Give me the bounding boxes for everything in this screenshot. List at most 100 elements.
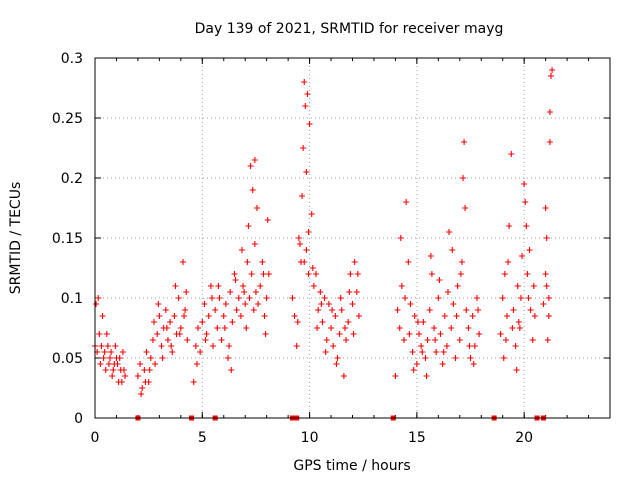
data-point	[546, 109, 553, 115]
data-point	[423, 373, 430, 379]
x-tick-labels: 0 5 10 15 20	[91, 430, 534, 446]
data-point	[338, 307, 345, 313]
data-point	[405, 259, 412, 265]
data-point	[118, 379, 125, 385]
data-point	[510, 307, 517, 313]
data-point	[515, 319, 522, 325]
data-point	[340, 373, 347, 379]
data-point	[319, 319, 326, 325]
data-point	[251, 157, 258, 163]
data-point	[443, 343, 450, 349]
data-point	[545, 313, 552, 319]
y-tick-label: 0.2	[61, 171, 83, 187]
data-point	[110, 367, 117, 373]
data-point	[418, 343, 425, 349]
data-point	[341, 325, 348, 331]
data-point	[244, 259, 251, 265]
data-point	[333, 361, 340, 367]
data-point	[263, 295, 270, 301]
data-point	[134, 373, 141, 379]
data-point	[103, 331, 110, 337]
data-point	[308, 211, 315, 217]
data-point	[526, 247, 533, 253]
data-point	[99, 313, 106, 319]
data-point	[260, 271, 267, 277]
axis-ticks	[94, 57, 611, 419]
data-point	[406, 331, 413, 337]
data-point	[176, 331, 183, 337]
data-point	[545, 295, 552, 301]
data-point	[509, 325, 516, 331]
data-point	[549, 67, 556, 73]
data-point	[247, 163, 254, 169]
data-point	[252, 289, 259, 295]
data-point	[309, 265, 316, 271]
data-point	[192, 343, 199, 349]
data-point	[169, 349, 176, 355]
data-point	[164, 337, 171, 343]
data-point	[460, 175, 467, 181]
data-point	[521, 181, 528, 187]
data-point	[419, 349, 426, 355]
data-point	[527, 307, 534, 313]
data-point	[322, 349, 329, 355]
data-point	[446, 229, 453, 235]
data-point	[396, 325, 403, 331]
data-point	[473, 295, 480, 301]
data-point	[506, 223, 513, 229]
data-point	[146, 367, 153, 373]
data-point	[265, 271, 272, 277]
data-point	[138, 391, 145, 397]
data-point	[456, 337, 463, 343]
data-point	[347, 271, 354, 277]
data-point	[98, 343, 105, 349]
data-point	[427, 253, 434, 259]
data-point	[409, 349, 416, 355]
data-point	[264, 217, 271, 223]
data-point	[315, 307, 322, 313]
data-point	[540, 301, 547, 307]
data-point	[350, 331, 357, 337]
data-point	[542, 271, 549, 277]
data-point	[137, 361, 144, 367]
data-point	[208, 295, 215, 301]
data-point	[354, 271, 361, 277]
data-point	[227, 289, 234, 295]
x-tick-label: 10	[301, 430, 319, 446]
y-tick-label: 0.25	[52, 111, 83, 127]
data-point	[243, 325, 250, 331]
data-point	[325, 301, 332, 307]
data-point	[433, 349, 440, 355]
data-point	[168, 343, 175, 349]
data-point	[245, 223, 252, 229]
data-point	[428, 271, 435, 277]
y-tick-labels: 0 0.05 0.1 0.15 0.2 0.25 0.3	[52, 51, 83, 427]
data-point	[190, 379, 197, 385]
data-point	[432, 337, 439, 343]
data-point	[435, 295, 442, 301]
y-axis-label: SRMTID / TECUs	[8, 182, 24, 295]
data-point	[171, 313, 178, 319]
data-point	[303, 169, 310, 175]
data-point	[149, 337, 156, 343]
data-point	[346, 289, 353, 295]
data-point	[112, 343, 119, 349]
data-point	[512, 343, 519, 349]
data-point	[299, 193, 306, 199]
data-point	[337, 295, 344, 301]
data-point	[402, 295, 409, 301]
data-point	[95, 295, 102, 301]
data-point	[301, 79, 308, 85]
data-point	[295, 235, 302, 241]
data-point	[102, 367, 109, 373]
data-point	[394, 307, 401, 313]
data-point	[207, 283, 214, 289]
data-point	[249, 187, 256, 193]
data-point	[210, 343, 217, 349]
chart-title: Day 139 of 2021, SRMTID for receiver may…	[195, 21, 504, 37]
data-point	[410, 367, 417, 373]
data-point	[328, 325, 335, 331]
data-point	[401, 337, 407, 343]
data-point	[403, 199, 410, 205]
data-point	[162, 307, 169, 313]
